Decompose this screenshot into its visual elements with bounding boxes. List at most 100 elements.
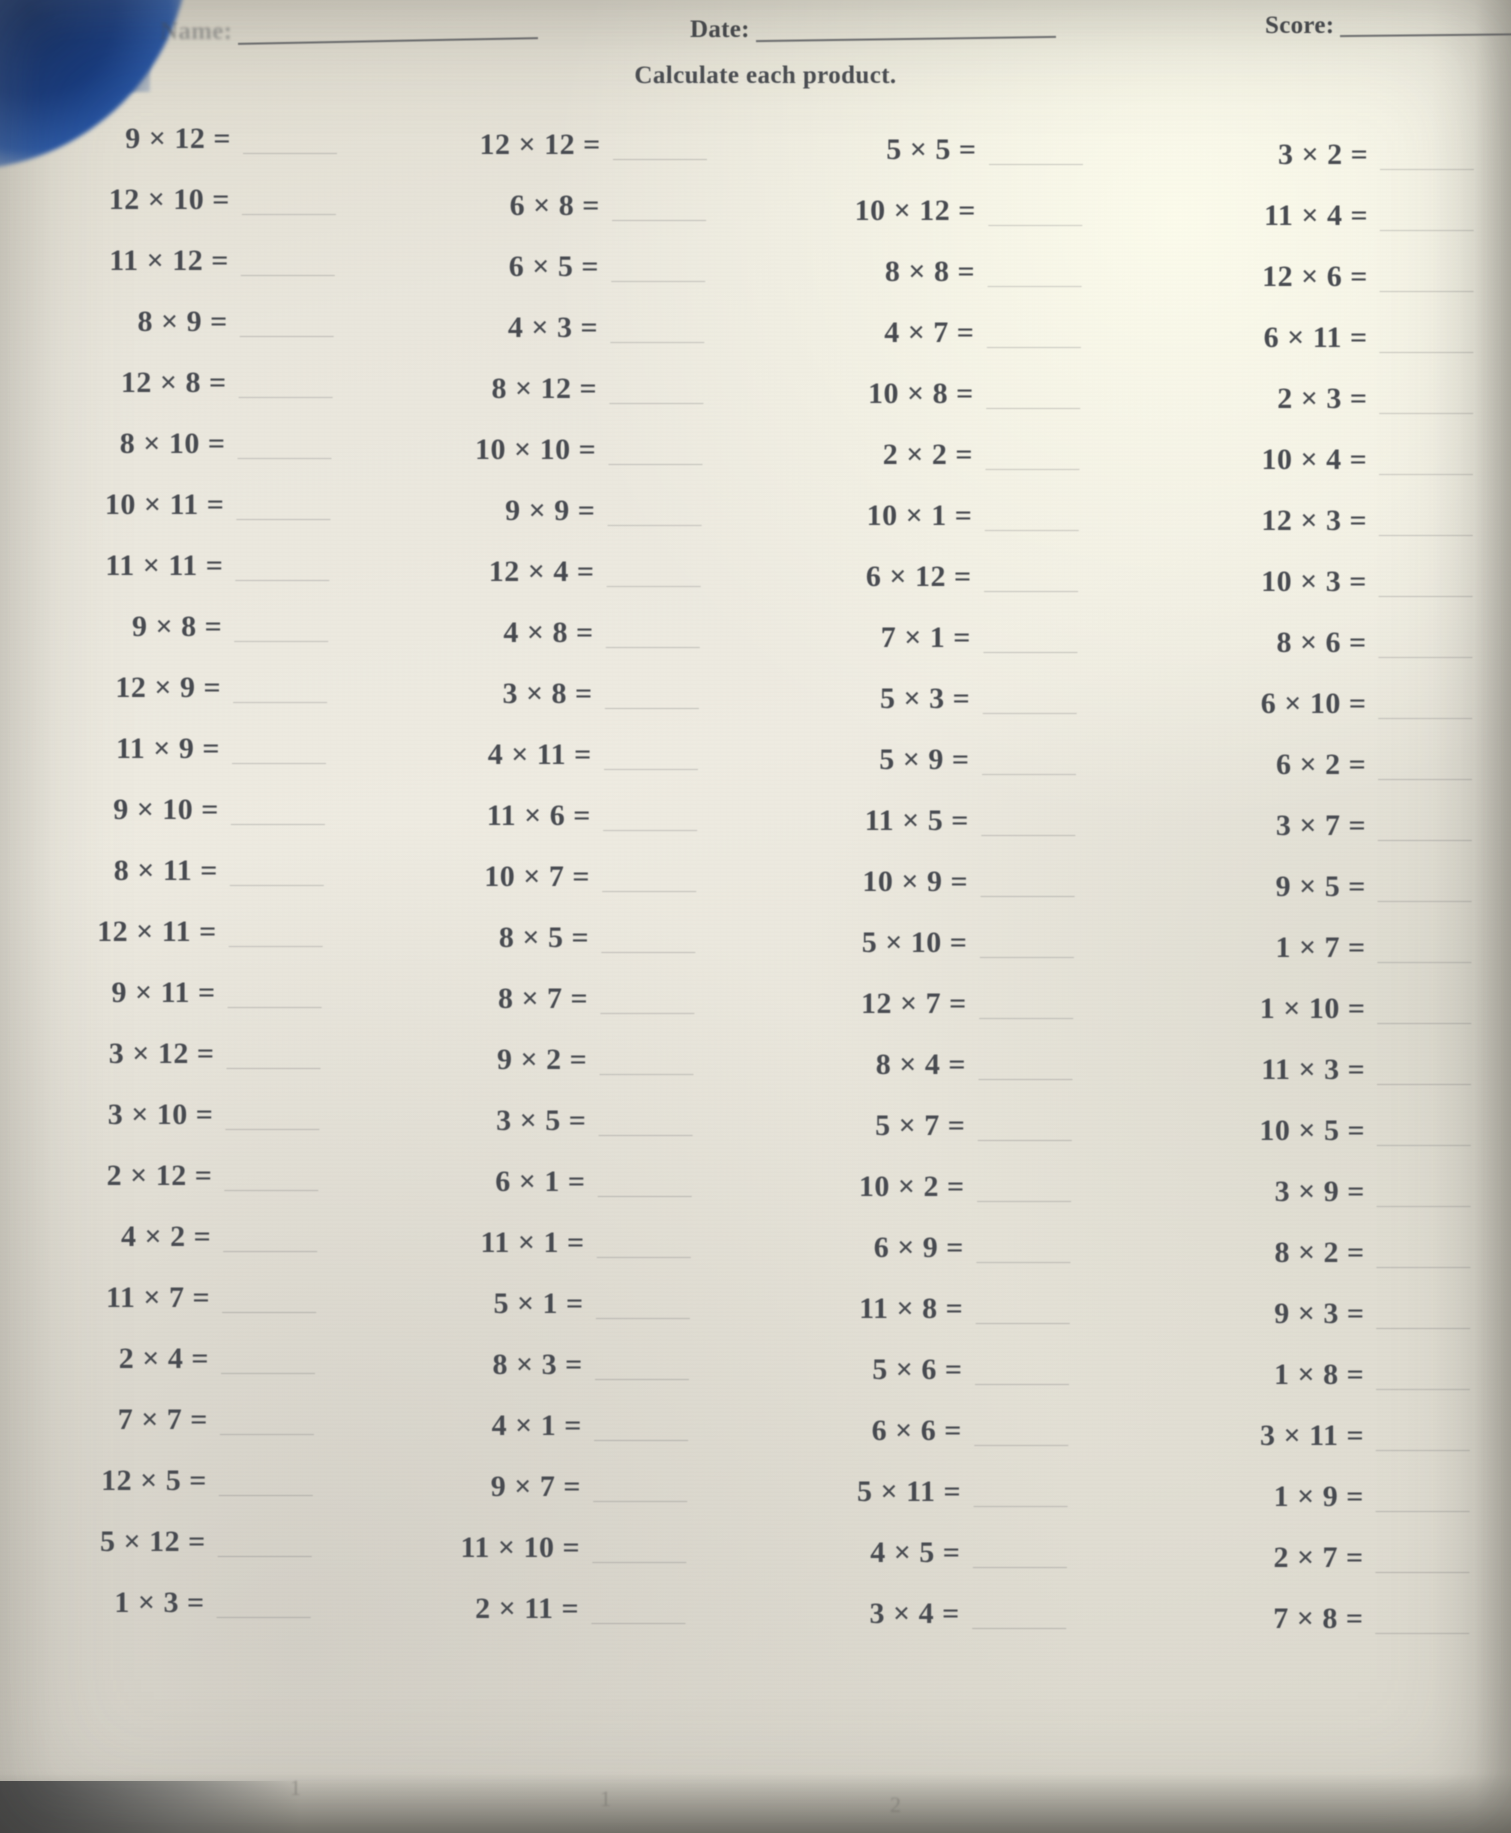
answer-blank[interactable]: [592, 1287, 700, 1321]
answer-blank[interactable]: [1371, 1602, 1479, 1636]
answer-blank[interactable]: [981, 438, 1089, 472]
answer-blank[interactable]: [608, 189, 716, 223]
answer-blank[interactable]: [591, 1348, 699, 1382]
answer-blank[interactable]: [235, 366, 343, 400]
answer-blank[interactable]: [239, 122, 347, 156]
answer-blank[interactable]: [968, 1597, 1076, 1631]
answer-blank[interactable]: [219, 1220, 327, 1254]
answer-blank[interactable]: [217, 1342, 325, 1376]
answer-blank[interactable]: [1375, 504, 1483, 538]
answer-blank[interactable]: [234, 427, 342, 461]
answer-blank[interactable]: [605, 372, 713, 406]
answer-blank[interactable]: [229, 671, 337, 705]
answer-blank[interactable]: [595, 1043, 703, 1077]
answer-blank[interactable]: [238, 183, 346, 217]
name-write-line[interactable]: [238, 37, 539, 45]
answer-blank[interactable]: [977, 804, 1085, 838]
answer-blank[interactable]: [597, 921, 705, 955]
answer-blank[interactable]: [1372, 1480, 1480, 1514]
answer-blank[interactable]: [1373, 1175, 1481, 1209]
answer-blank[interactable]: [970, 1414, 1078, 1448]
answer-blank[interactable]: [968, 1536, 1076, 1570]
answer-blank[interactable]: [1372, 1541, 1480, 1575]
answer-blank[interactable]: [223, 1037, 331, 1071]
date-write-line[interactable]: [755, 35, 1056, 43]
date-field[interactable]: Date:: [690, 16, 1056, 44]
answer-blank[interactable]: [237, 244, 345, 278]
answer-blank[interactable]: [224, 976, 332, 1010]
answer-blank[interactable]: [587, 1592, 695, 1626]
answer-blank[interactable]: [1375, 565, 1483, 599]
answer-blank[interactable]: [606, 311, 714, 345]
answer-blank[interactable]: [231, 549, 339, 583]
answer-blank[interactable]: [1376, 260, 1484, 294]
answer-blank[interactable]: [596, 982, 704, 1016]
answer-blank[interactable]: [589, 1470, 697, 1504]
answer-blank[interactable]: [975, 987, 1083, 1021]
answer-blank[interactable]: [974, 1048, 1082, 1082]
answer-blank[interactable]: [982, 316, 1090, 350]
answer-blank[interactable]: [1375, 626, 1483, 660]
answer-blank[interactable]: [598, 860, 706, 894]
answer-blank[interactable]: [228, 732, 336, 766]
answer-blank[interactable]: [214, 1525, 322, 1559]
answer-blank[interactable]: [980, 499, 1088, 533]
answer-blank[interactable]: [590, 1409, 698, 1443]
answer-blank[interactable]: [593, 1165, 701, 1199]
answer-blank[interactable]: [227, 793, 335, 827]
answer-blank[interactable]: [1373, 1236, 1481, 1270]
answer-blank[interactable]: [978, 743, 1086, 777]
answer-blank[interactable]: [1372, 1419, 1480, 1453]
answer-blank[interactable]: [1376, 321, 1484, 355]
answer-blank[interactable]: [221, 1098, 329, 1132]
answer-blank[interactable]: [603, 494, 711, 528]
answer-blank[interactable]: [1375, 443, 1483, 477]
score-field[interactable]: Score:: [1265, 12, 1511, 40]
answer-blank[interactable]: [602, 555, 710, 589]
answer-blank[interactable]: [602, 616, 710, 650]
answer-blank[interactable]: [1376, 138, 1484, 172]
answer-blank[interactable]: [973, 1170, 1081, 1204]
answer-blank[interactable]: [1374, 687, 1482, 721]
answer-blank[interactable]: [982, 377, 1090, 411]
answer-blank[interactable]: [983, 255, 1091, 289]
answer-blank[interactable]: [1376, 199, 1484, 233]
answer-blank[interactable]: [1373, 1114, 1481, 1148]
answer-blank[interactable]: [971, 1353, 1079, 1387]
answer-blank[interactable]: [220, 1159, 328, 1193]
name-field[interactable]: Name:: [160, 18, 539, 46]
answer-blank[interactable]: [1374, 870, 1482, 904]
answer-blank[interactable]: [226, 854, 334, 888]
answer-blank[interactable]: [607, 250, 715, 284]
answer-blank[interactable]: [599, 799, 707, 833]
answer-blank[interactable]: [979, 621, 1087, 655]
answer-blank[interactable]: [978, 682, 1086, 716]
answer-blank[interactable]: [971, 1292, 1079, 1326]
answer-blank[interactable]: [976, 865, 1084, 899]
answer-blank[interactable]: [604, 433, 712, 467]
answer-blank[interactable]: [230, 610, 338, 644]
answer-blank[interactable]: [975, 926, 1083, 960]
score-write-line[interactable]: [1340, 32, 1511, 38]
answer-blank[interactable]: [215, 1464, 323, 1498]
answer-blank[interactable]: [216, 1403, 324, 1437]
answer-blank[interactable]: [1373, 1053, 1481, 1087]
answer-blank[interactable]: [984, 194, 1092, 228]
answer-blank[interactable]: [1375, 382, 1483, 416]
answer-blank[interactable]: [601, 677, 709, 711]
answer-blank[interactable]: [980, 560, 1088, 594]
answer-blank[interactable]: [972, 1231, 1080, 1265]
answer-blank[interactable]: [1372, 1358, 1480, 1392]
answer-blank[interactable]: [973, 1109, 1081, 1143]
answer-blank[interactable]: [609, 128, 717, 162]
answer-blank[interactable]: [1374, 809, 1482, 843]
answer-blank[interactable]: [1374, 748, 1482, 782]
answer-blank[interactable]: [232, 488, 340, 522]
answer-blank[interactable]: [1373, 992, 1481, 1026]
answer-blank[interactable]: [225, 915, 333, 949]
answer-blank[interactable]: [218, 1281, 326, 1315]
answer-blank[interactable]: [593, 1226, 701, 1260]
answer-blank[interactable]: [969, 1475, 1077, 1509]
answer-blank[interactable]: [1372, 1297, 1480, 1331]
answer-blank[interactable]: [236, 305, 344, 339]
